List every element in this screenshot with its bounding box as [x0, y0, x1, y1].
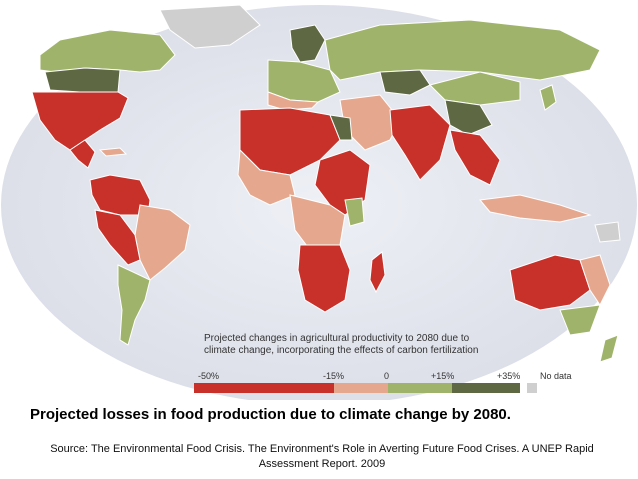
- region-caribbean: [98, 147, 128, 157]
- legend-tick-zero: 0: [384, 371, 390, 381]
- legend-nodata-label: No data: [540, 371, 572, 381]
- world-map: [1, 4, 637, 400]
- legend-title-line1: Projected changes in agricultural produc…: [204, 333, 470, 344]
- region-us-north: [44, 67, 121, 93]
- region-indonesia: [479, 194, 592, 223]
- legend-tick-minus50: -50%: [198, 371, 220, 381]
- region-south-asia: [389, 104, 451, 181]
- legend-color-bar: [194, 383, 520, 393]
- legend-title-line2: climate change, incorporating the effect…: [204, 345, 479, 356]
- region-australia-southeast: [559, 304, 601, 336]
- region-new-zealand: [599, 334, 619, 363]
- source-citation: Source: The Environmental Food Crisis. T…: [50, 443, 594, 470]
- legend-seg-strong-loss: [194, 383, 334, 393]
- region-central-asia: [379, 69, 431, 96]
- region-southeast-asia: [449, 129, 501, 186]
- legend-tick-minus15: -15%: [323, 371, 345, 381]
- region-mediterranean: [267, 91, 320, 111]
- region-southern-cone: [117, 264, 151, 346]
- region-scandinavia: [289, 24, 326, 63]
- region-andes: [94, 209, 141, 266]
- region-china-east: [444, 99, 493, 136]
- region-central-america: [69, 139, 96, 169]
- legend-tick-plus15: +15%: [431, 371, 455, 381]
- region-madagascar: [369, 251, 386, 294]
- region-australia-east: [579, 254, 611, 306]
- legend-seg-moderate-loss: [334, 383, 388, 393]
- region-png: [594, 221, 621, 243]
- region-egypt: [329, 114, 353, 141]
- region-southern-africa: [297, 244, 351, 313]
- legend-tick-plus35: +35%: [497, 371, 521, 381]
- region-canada: [39, 29, 176, 73]
- region-kenya: [344, 197, 365, 227]
- legend-nodata-swatch: [527, 383, 537, 393]
- region-us-south: [31, 91, 129, 151]
- region-russia: [324, 19, 601, 81]
- region-west-africa: [237, 148, 296, 206]
- region-greenland: [159, 4, 261, 49]
- region-australia-west: [509, 254, 591, 311]
- legend-title: Projected changes in agricultural produc…: [204, 333, 544, 357]
- legend-seg-strong-gain: [452, 383, 520, 393]
- caption: Projected losses in food production due …: [30, 406, 511, 423]
- legend-seg-small-gain: [388, 383, 452, 393]
- region-japan: [539, 84, 557, 111]
